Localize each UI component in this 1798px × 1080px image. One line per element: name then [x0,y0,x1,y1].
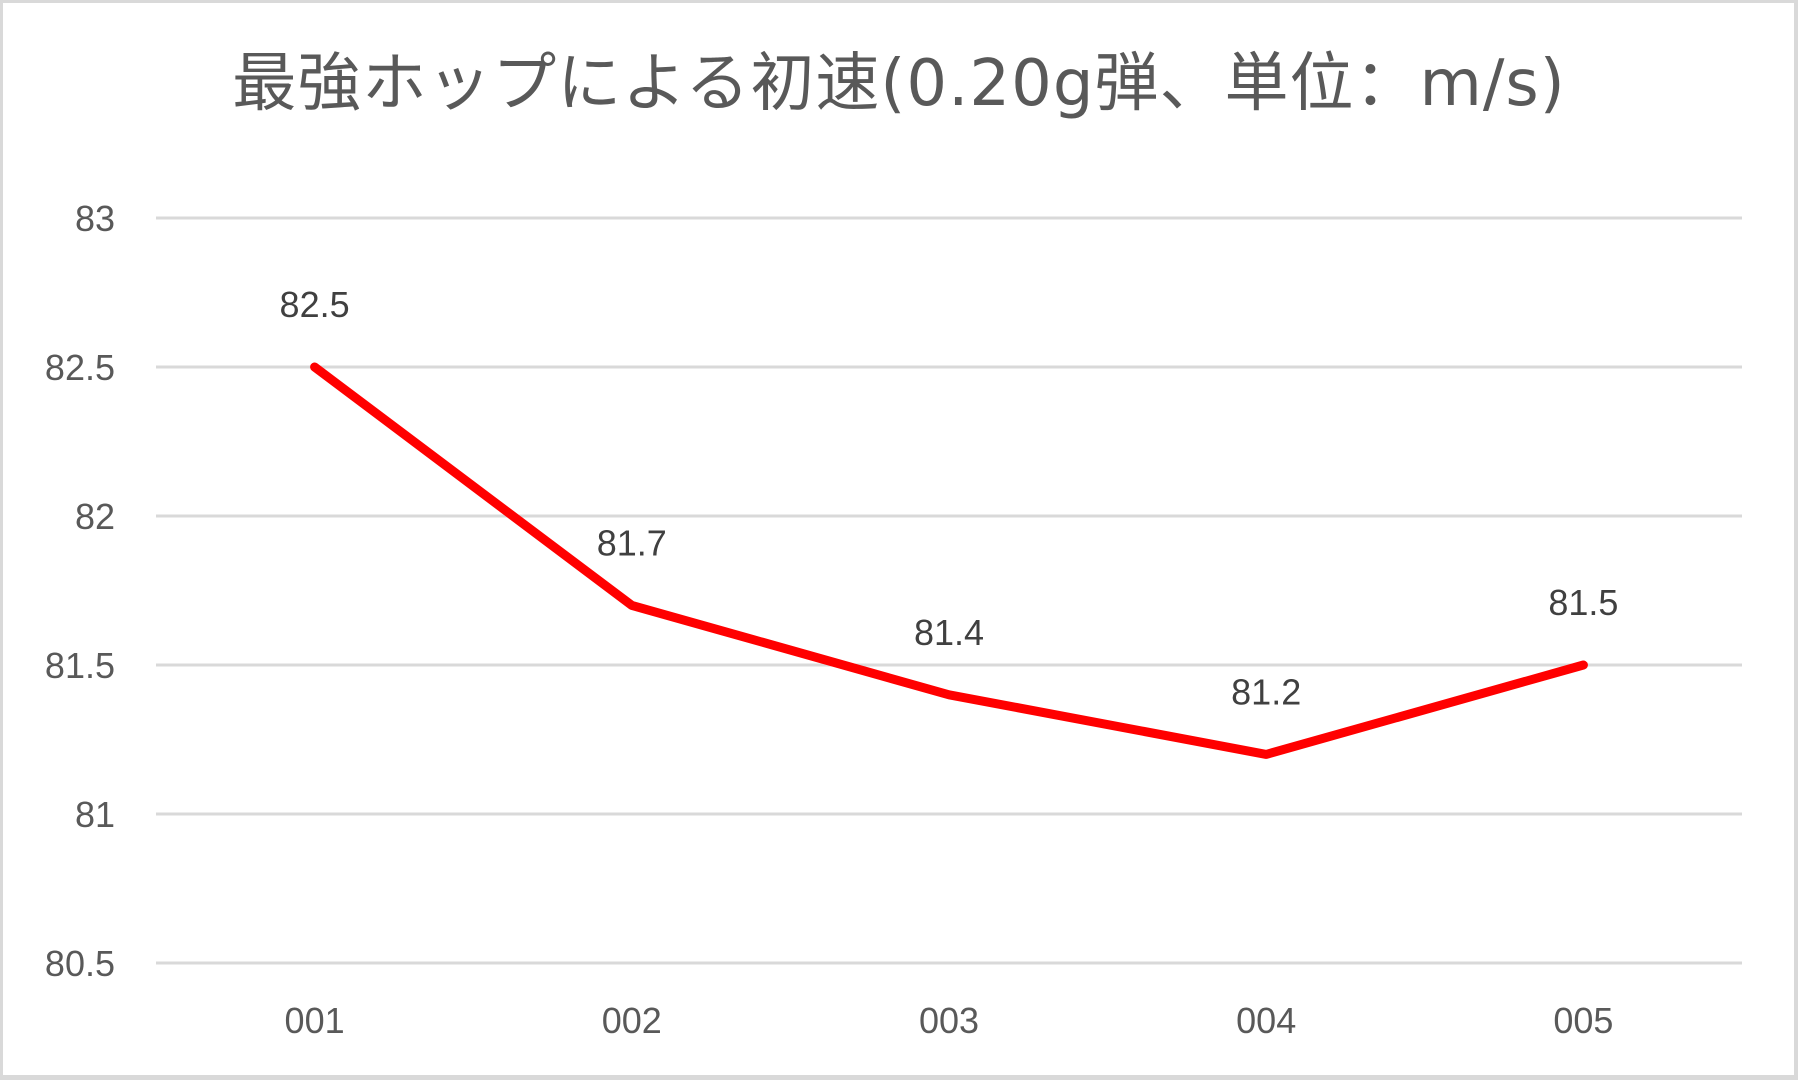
y-tick-label: 82 [75,496,115,537]
y-tick-label: 81 [75,794,115,835]
x-tick-label: 003 [919,1000,979,1041]
x-tick-label: 004 [1236,1000,1296,1041]
y-tick-label: 81.5 [45,645,115,686]
data-label: 82.5 [280,284,350,325]
series-line [310,362,1588,759]
y-tick-label: 82.5 [45,347,115,388]
x-axis-labels: 001 002 003 004 005 [285,1000,1614,1041]
y-tick-label: 83 [75,198,115,239]
chart-area [3,3,1794,1075]
gridlines [156,216,1742,965]
y-tick-label: 80.5 [45,943,115,984]
chart-title: 最強ホップによる初速(0.20g弾、単位：m/s) [232,47,1566,121]
series-polyline [310,362,1588,759]
data-label: 81.4 [914,612,984,653]
data-label: 81.2 [1231,671,1301,712]
data-labels: 82.5 81.7 81.4 81.2 81.5 [280,284,1619,712]
data-label: 81.7 [597,522,667,563]
y-axis-labels: 83 82.5 82 81.5 81 80.5 [45,198,115,984]
data-label: 81.5 [1548,582,1618,623]
x-tick-label: 005 [1553,1000,1613,1041]
x-tick-label: 002 [602,1000,662,1041]
x-tick-label: 001 [285,1000,345,1041]
